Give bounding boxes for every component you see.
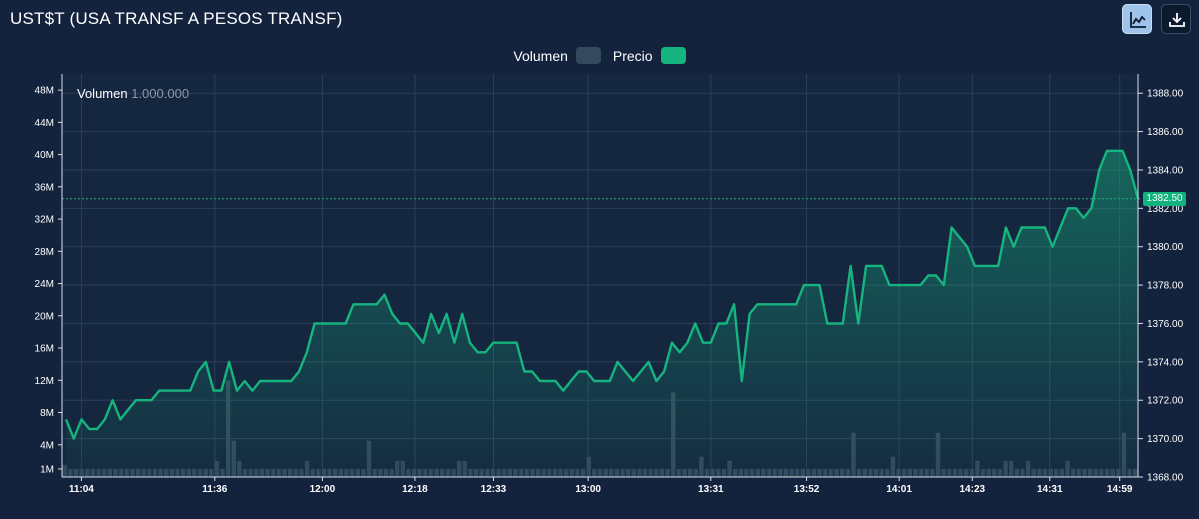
legend-price-swatch (660, 47, 686, 64)
x-tick-label: 12:00 (310, 484, 336, 495)
left-tick-label: 1M (40, 464, 54, 475)
legend-volume-label: Volumen (513, 47, 568, 64)
x-tick-label: 12:33 (481, 484, 507, 495)
left-tick-label: 12M (35, 376, 54, 387)
x-tick-label: 14:23 (960, 484, 986, 495)
legend-price[interactable]: Precio (613, 47, 686, 64)
x-tick-label: 11:36 (202, 484, 227, 495)
right-tick-label: 1374.00 (1147, 357, 1184, 368)
left-tick-label: 36M (35, 182, 54, 193)
right-tick-label: 1378.00 (1147, 281, 1184, 292)
right-tick-label: 1376.00 (1147, 319, 1184, 330)
x-tick-label: 14:01 (886, 484, 912, 495)
left-tick-label: 20M (35, 311, 54, 322)
volume-scale-title: Volumen (77, 86, 128, 101)
x-tick-label: 13:31 (698, 484, 724, 495)
chart-type-button[interactable] (1122, 4, 1152, 34)
x-tick-label: 14:31 (1037, 484, 1063, 495)
x-tick-label: 12:18 (402, 484, 428, 495)
volume-scale-value: 1.000.000 (131, 86, 190, 101)
legend-volume[interactable]: Volumen (513, 47, 601, 64)
download-icon (1169, 13, 1185, 27)
right-tick-label: 1370.00 (1147, 434, 1184, 445)
left-tick-label: 44M (35, 118, 54, 129)
right-tick-label: 1384.00 (1147, 165, 1184, 176)
x-tick-label: 13:52 (794, 484, 820, 495)
right-tick-label: 1388.00 (1147, 89, 1184, 100)
area-chart-icon (1130, 12, 1146, 28)
x-tick-label: 13:00 (575, 484, 601, 495)
right-tick-label: 1372.00 (1147, 396, 1184, 407)
left-tick-label: 8M (40, 408, 54, 419)
volume-bar (62, 464, 68, 477)
x-tick-label: 11:04 (69, 484, 94, 495)
chart-legend: Volumen Precio (0, 47, 1199, 64)
price-line (64, 149, 1140, 440)
right-tick-label: 1368.00 (1147, 473, 1184, 484)
right-tick-label: 1386.00 (1147, 127, 1184, 138)
right-tick-label: 1382.00 (1147, 204, 1184, 215)
volume-scale-label: Volumen 1.000.000 (77, 86, 189, 101)
left-tick-label: 28M (35, 247, 54, 258)
page-title: UST$T (USA TRANSF A PESOS TRANSF) (10, 9, 343, 28)
left-tick-label: 16M (35, 344, 54, 355)
left-tick-label: 48M (35, 86, 54, 97)
left-tick-label: 24M (35, 279, 54, 290)
left-tick-label: 32M (35, 215, 54, 226)
last-price-badge: 1382.50 (1143, 191, 1186, 206)
x-tick-label: 14:59 (1107, 484, 1133, 495)
legend-volume-swatch (575, 47, 601, 64)
price-area (66, 150, 1138, 478)
left-tick-label: 40M (35, 150, 54, 161)
download-button[interactable] (1161, 4, 1191, 34)
right-tick-label: 1380.00 (1147, 242, 1184, 253)
legend-price-label: Precio (612, 47, 653, 64)
left-tick-label: 4M (40, 440, 54, 451)
